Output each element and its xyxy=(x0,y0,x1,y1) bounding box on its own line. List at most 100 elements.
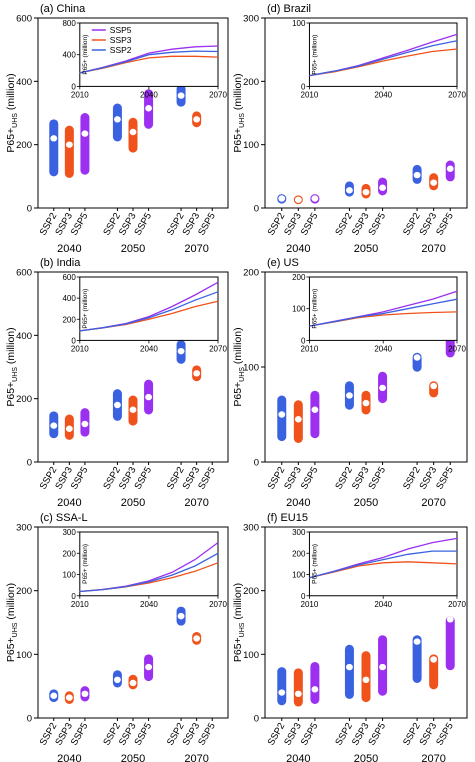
y-tick-label: 300 xyxy=(243,14,259,25)
median-dot-ssp3 xyxy=(129,679,137,687)
plot-frame xyxy=(37,526,229,719)
year-label: 2050 xyxy=(121,243,145,255)
median-dot-ssp5 xyxy=(81,130,89,137)
median-dot-ssp3 xyxy=(65,141,73,148)
y-tick-label: 0 xyxy=(254,458,259,469)
inset-y-tick-label: 0 xyxy=(301,82,306,91)
y-axis-label-unit: (million) xyxy=(232,583,244,623)
scenario-label: SSP5 xyxy=(299,465,321,492)
median-dot-ssp5 xyxy=(145,105,152,112)
year-label: 2050 xyxy=(121,753,145,762)
inset-frame xyxy=(79,531,219,597)
inset-x-tick-label: 2040 xyxy=(140,90,158,99)
median-dot-ssp3 xyxy=(430,656,438,663)
y-tick-label: 400 xyxy=(16,77,32,88)
y-tick-label: 0 xyxy=(254,714,259,725)
inset: 0 100 200 2010 2040 2070 P65+ (million) xyxy=(292,273,466,353)
median-dot-ssp2 xyxy=(50,422,58,429)
inset-y-tick-label: 100 xyxy=(292,305,306,314)
median-dot-ssp3 xyxy=(193,370,201,377)
y-axis-label-subscript: UHS xyxy=(239,113,246,128)
year-label: 2070 xyxy=(184,243,208,255)
y-axis-label-subscript: UHS xyxy=(12,113,19,128)
median-dot-ssp5 xyxy=(145,663,152,671)
year-label: 2070 xyxy=(184,497,208,509)
inset-y-tick-label: 300 xyxy=(292,528,306,537)
median-dot-ssp2 xyxy=(413,171,421,179)
scenario-label: SSP5 xyxy=(366,211,388,238)
inset-y-axis-label: P65+ (million) xyxy=(82,289,89,329)
inset-line-ssp2 xyxy=(79,552,219,593)
inset-y-tick-label: 200 xyxy=(62,549,76,558)
y-tick-label: 0 xyxy=(27,204,32,215)
inset-x-tick-label: 2040 xyxy=(374,600,392,609)
median-dot-ssp3 xyxy=(294,690,302,698)
plot-frame xyxy=(37,17,229,209)
scenario-label: SSP5 xyxy=(366,465,388,492)
median-dot-ssp2 xyxy=(50,135,58,142)
median-dot-ssp5 xyxy=(379,663,386,671)
inset-x-tick-label: 2070 xyxy=(209,600,227,609)
inset-y-tick-label: 400 xyxy=(62,294,76,303)
median-dot-ssp2 xyxy=(278,195,286,202)
inset-line-ssp2 xyxy=(79,291,219,332)
inset-y-tick-label: 0 xyxy=(71,82,76,91)
panel-title: (e) US xyxy=(267,257,299,269)
scenario-label: SSP5 xyxy=(366,721,388,748)
median-dot-ssp5 xyxy=(446,165,454,172)
inset-x-tick-label: 2070 xyxy=(209,90,227,99)
plot-frame xyxy=(264,526,468,719)
y-axis-label-subscript: UHS xyxy=(12,622,19,637)
bar-ssp5 xyxy=(80,113,90,175)
median-dot-ssp3 xyxy=(193,635,201,642)
inset-frame xyxy=(308,22,458,87)
median-dot-ssp3 xyxy=(294,196,302,203)
year-label: 2040 xyxy=(57,497,81,509)
inset-x-tick-label: 2010 xyxy=(301,600,319,609)
median-dot-ssp2 xyxy=(346,663,353,671)
y-axis-label-subscript: UHS xyxy=(239,622,246,637)
median-dot-ssp2 xyxy=(177,612,185,620)
year-label: 2050 xyxy=(121,497,145,509)
median-dot-ssp3 xyxy=(362,676,370,683)
year-label: 2040 xyxy=(286,497,310,509)
year-label: 2070 xyxy=(421,497,445,509)
median-dot-ssp2 xyxy=(278,411,286,418)
inset-y-tick-label: 100 xyxy=(62,571,76,580)
year-label: 2070 xyxy=(184,753,208,762)
inset: 0 100 2010 2040 2070 P65+ (million) xyxy=(292,19,466,99)
inset-x-tick-label: 2070 xyxy=(448,90,466,99)
y-axis-label-main: P65+ xyxy=(232,128,244,153)
year-label: 2040 xyxy=(57,753,81,762)
plot-frame xyxy=(264,17,468,209)
median-dot-ssp5 xyxy=(311,406,319,413)
y-tick-label: 200 xyxy=(243,77,259,88)
plot-frame xyxy=(264,271,468,463)
bar-ssp3 xyxy=(429,654,439,690)
inset-y-tick-label: 0 xyxy=(71,592,76,601)
median-dot-ssp2 xyxy=(346,187,353,194)
y-tick-label: 0 xyxy=(254,204,259,215)
y-axis-label-subscript: UHS xyxy=(239,367,246,382)
inset-y-tick-label: 0 xyxy=(71,336,76,345)
scenario-label: SSP5 xyxy=(434,721,456,748)
inset-line-ssp2 xyxy=(79,50,219,74)
year-label: 2070 xyxy=(421,243,445,255)
y-tick-label: 100 xyxy=(16,650,32,661)
y-axis-label: P65+UHS (million) xyxy=(5,73,19,152)
y-axis-label: P65+UHS (million) xyxy=(5,583,19,662)
y-axis-label-main: P65+ xyxy=(5,637,17,662)
inset-line-ssp2 xyxy=(309,40,458,77)
y-tick-label: 600 xyxy=(16,268,32,279)
y-tick-label: 200 xyxy=(243,586,259,597)
year-label: 2070 xyxy=(421,753,445,762)
inset-y-tick-label: 0 xyxy=(301,336,306,345)
inset-y-axis-label: P65+ (million) xyxy=(82,544,89,584)
inset-y-axis-label: P65+ (million) xyxy=(311,35,318,75)
panel-0: (a) China 0 200 400 600 P65+UHS (million) SSP2… xyxy=(5,3,229,255)
inset-y-tick-label: 100 xyxy=(292,571,306,580)
y-tick-label: 200 xyxy=(16,394,32,405)
